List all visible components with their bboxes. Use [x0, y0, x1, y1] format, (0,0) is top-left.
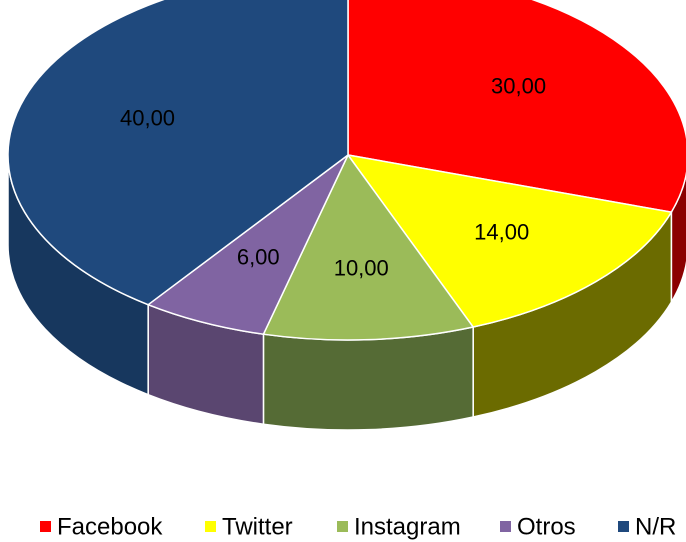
- legend-label: Twitter: [222, 513, 293, 540]
- pie-slice: [7, 0, 349, 306]
- data-label: 14,00: [474, 219, 529, 244]
- legend-label: Instagram: [354, 513, 461, 540]
- pie-slice: [347, 0, 686, 213]
- legend-swatch: [205, 521, 216, 532]
- data-label: 40,00: [120, 105, 175, 130]
- legend-swatch: [618, 521, 629, 532]
- data-label: 6,00: [237, 245, 280, 270]
- legend-swatch: [40, 521, 51, 532]
- legend-label: N/R: [635, 513, 676, 540]
- pie-slice: [262, 153, 475, 341]
- legend-label: Facebook: [57, 513, 163, 540]
- pie-slice: [146, 154, 349, 336]
- pie-slice: [346, 153, 673, 328]
- legend-swatch: [500, 521, 511, 532]
- legend-label: Otros: [517, 513, 576, 540]
- legend-swatch: [337, 521, 348, 532]
- data-label: 30,00: [491, 73, 546, 98]
- pie-side: [262, 326, 474, 431]
- data-label: 10,00: [334, 255, 389, 280]
